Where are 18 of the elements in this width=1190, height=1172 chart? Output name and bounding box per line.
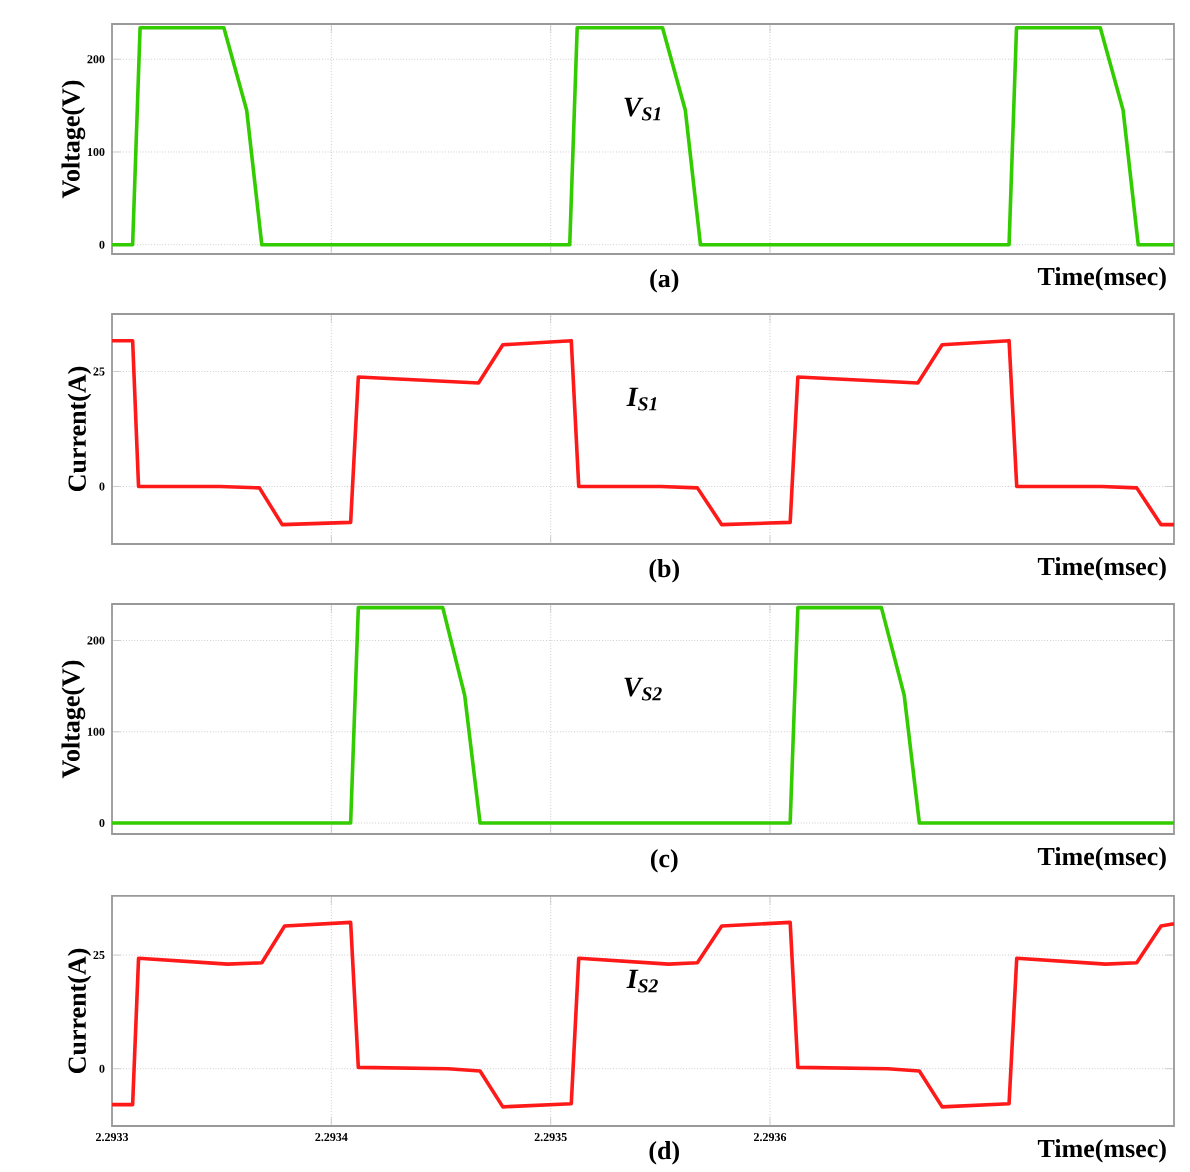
x-axis-title: Time(msec) (1037, 847, 1166, 871)
y-axis-title: Current(A) (67, 949, 92, 1074)
line-series (110, 920, 1176, 1110)
series-label: I$_{S1}$ (626, 388, 657, 411)
text: (b) (649, 559, 679, 583)
text: V$_{S2}$ (624, 677, 662, 701)
text: (a) (650, 269, 679, 293)
x-axis-title: Time(msec) (1037, 557, 1166, 581)
text: (c) (650, 849, 678, 873)
x-axis-title: Time(msec) (1037, 267, 1166, 291)
series-label: I$_{S2}$ (626, 969, 658, 993)
series-label: V$_{S1}$ (624, 97, 661, 121)
y-axis-title: Voltage(V) (61, 660, 86, 779)
x-axis-title: Time(msec) (1037, 1139, 1166, 1163)
y-axis-title: Current(A) (67, 367, 92, 492)
y-axis-title: Voltage(V) (61, 80, 86, 199)
line-series (110, 339, 1176, 527)
text: (d) (649, 1141, 679, 1165)
